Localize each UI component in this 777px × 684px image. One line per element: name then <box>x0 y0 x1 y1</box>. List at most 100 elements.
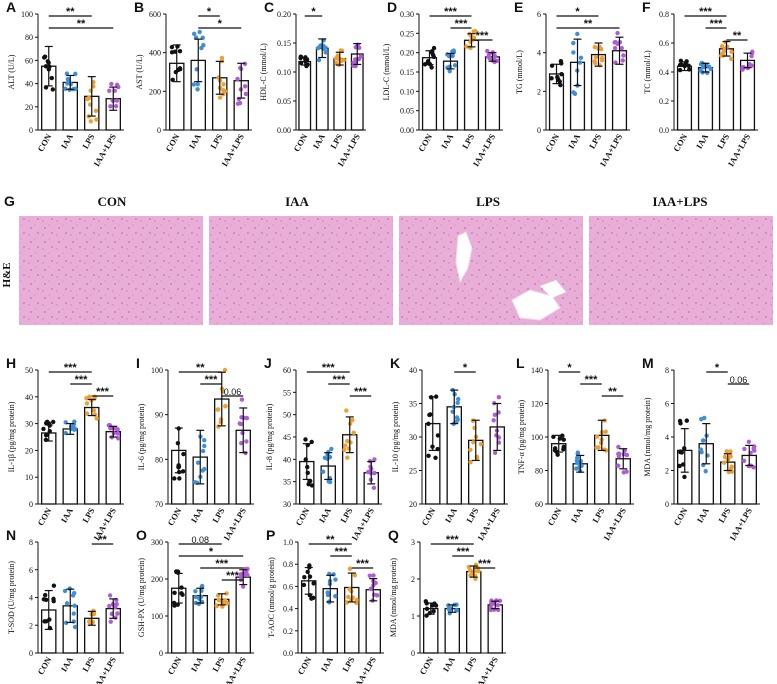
y-tick-label: 6 <box>29 566 33 575</box>
data-point-E-IAA+LPS <box>621 53 626 58</box>
data-point-C-CON <box>298 55 303 61</box>
data-point-K-IAA+LPS <box>492 450 498 455</box>
panel-H: H 0 10 20 30 40 50 IL-1β (pg/mg protein) CON IAA L… <box>6 355 124 542</box>
data-point-P-IAA+LPS <box>368 586 374 591</box>
data-point-M-IAA+LPS <box>752 448 757 453</box>
panel-letter-D: D <box>387 0 397 15</box>
data-point-O-IAA <box>193 600 199 606</box>
data-point-A-IAA+LPS <box>110 98 115 103</box>
data-point-I-IAA <box>192 480 198 485</box>
y-tick-label: 3 <box>411 538 415 547</box>
significance-label-M: * <box>715 362 720 374</box>
panel-K: K 20 25 30 35 40 IL-10 (pg/mg protein) CON IAA LP… <box>390 355 508 542</box>
data-point-D-LPS <box>464 44 469 49</box>
data-point-Q-LPS <box>467 568 473 573</box>
y-tick-label: 40 <box>283 455 291 464</box>
y-tick-label: 50 <box>25 366 33 375</box>
significance-label-I: *** <box>205 374 219 386</box>
data-point-O-CON <box>172 590 177 596</box>
data-point-L-LPS <box>596 445 601 450</box>
significance-label-Q: *** <box>478 558 492 570</box>
data-point-M-IAA+LPS <box>741 458 747 464</box>
data-point-E-IAA <box>575 31 580 37</box>
y-tick-label: 0.6 <box>283 582 293 591</box>
data-point-A-IAA <box>66 79 71 84</box>
x-tick-label-J: IAA <box>317 505 334 524</box>
data-point-D-IAA <box>451 48 456 53</box>
data-point-E-LPS <box>593 60 598 66</box>
y-axis-label-O: GSH-PX (U/mg protein) <box>137 558 146 637</box>
data-point-D-CON <box>431 45 437 51</box>
histology-image-lps <box>399 216 583 325</box>
bar-D-CON <box>421 57 438 131</box>
data-point-F-LPS <box>725 44 730 49</box>
y-tick-label: 55 <box>283 388 291 397</box>
data-point-C-LPS <box>338 48 344 53</box>
significance-label-E: ** <box>584 18 593 30</box>
data-point-I-CON <box>177 476 182 481</box>
y-tick-label: 600 <box>149 10 161 19</box>
panel-letter-H: H <box>6 355 16 371</box>
y-tick-label: 0 <box>29 500 33 509</box>
x-tick-label-I: IAA <box>189 505 206 524</box>
data-point-J-IAA <box>327 479 333 485</box>
bar-Q-IAA+LPS <box>487 604 503 654</box>
data-point-P-CON <box>311 581 316 586</box>
data-point-L-IAA+LPS <box>621 470 626 475</box>
y-tick-label: 0.2 <box>283 627 293 636</box>
y-tick-label: 20 <box>25 103 33 112</box>
panel-O: O 0 100 200 300 GSH-PX (U/mg protein) CON IAA LP… <box>136 527 254 684</box>
data-point-C-IAA+LPS <box>353 64 358 69</box>
y-axis-label-B: AST (U/L) <box>135 54 144 90</box>
data-point-M-LPS <box>724 449 729 454</box>
x-tick-label-N: IAA <box>59 654 76 673</box>
panel-F: F0.00.20.40.60.8TC (mmol/L)CON IAA LPSIAA+… <box>642 0 758 168</box>
data-point-H-LPS <box>92 412 98 417</box>
x-tick-label-P: LPS <box>340 655 357 674</box>
data-point-I-IAA <box>202 466 207 472</box>
y-tick-label: 0.0 <box>659 126 669 135</box>
significance-label-O: 0.08 <box>191 535 209 545</box>
data-point-A-LPS <box>93 108 99 113</box>
y-tick-label: 0 <box>537 126 541 135</box>
x-tick-label-E: CON <box>543 131 562 153</box>
y-tick-label: 30 <box>283 500 291 509</box>
data-point-K-LPS <box>478 441 484 447</box>
y-tick-label: 1.0 <box>283 538 293 547</box>
y-tick-label: 60 <box>535 500 543 509</box>
data-point-D-IAA <box>452 63 458 68</box>
data-point-P-LPS <box>346 594 351 600</box>
x-tick-label-Q: CON <box>417 654 436 676</box>
data-point-N-IAA+LPS <box>113 615 118 620</box>
y-tick-label: 4 <box>665 433 669 442</box>
x-tick-label-K: LPS <box>464 506 481 525</box>
data-point-H-CON <box>41 426 46 432</box>
data-point-J-IAA <box>322 455 328 460</box>
histology-row-label: H&E <box>1 262 13 287</box>
data-point-L-IAA+LPS <box>616 463 621 468</box>
data-point-I-IAA+LPS <box>239 397 245 402</box>
data-point-E-CON <box>557 79 562 84</box>
data-point-N-IAA+LPS <box>107 593 113 598</box>
significance-label-Q: *** <box>457 546 471 558</box>
significance-label-B: * <box>207 6 212 18</box>
data-point-A-IAA+LPS <box>114 98 120 103</box>
data-point-A-CON <box>50 87 56 92</box>
x-tick-label-E: IAA <box>566 131 583 150</box>
data-point-E-IAA+LPS <box>613 60 618 65</box>
bar-H-LPS <box>84 406 100 505</box>
data-point-J-IAA+LPS <box>368 464 373 469</box>
data-point-K-IAA+LPS <box>494 433 499 438</box>
data-point-E-IAA <box>578 55 584 60</box>
panel-letter-F: F <box>642 0 651 15</box>
y-tick-label: 0.4 <box>283 605 293 614</box>
data-point-F-LPS <box>721 53 726 58</box>
x-tick-label-J: LPS <box>338 506 355 525</box>
data-point-Q-LPS <box>468 573 473 578</box>
significance-label-N: ** <box>98 534 107 546</box>
histology-title-lps: LPS <box>476 194 500 209</box>
data-point-H-IAA <box>72 427 77 432</box>
y-tick-label: 0 <box>411 649 415 658</box>
